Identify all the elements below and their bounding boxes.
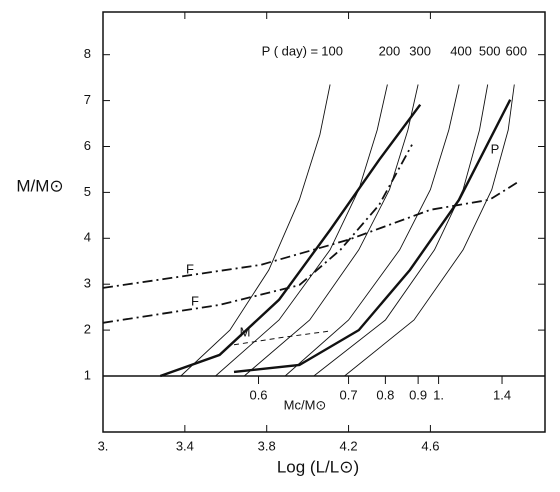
y-tick-label: 1 [84, 367, 91, 382]
y-tick-label: 8 [84, 46, 91, 61]
period-label: 300 [409, 43, 431, 58]
period-prefix: P ( day) = [262, 43, 318, 58]
x-tick-label: 3.4 [176, 438, 194, 453]
series-line [313, 84, 489, 377]
period-label: 600 [505, 43, 527, 58]
core-mass-label: 0.9 [409, 387, 427, 402]
series-line [284, 84, 460, 377]
y-tick-label: 5 [84, 184, 91, 199]
y-tick-label: 7 [84, 92, 91, 107]
series-line [233, 330, 331, 346]
y-tick-label: 6 [84, 138, 91, 153]
series-line [344, 84, 515, 377]
y-tick-label: 4 [84, 230, 91, 245]
period-label: 500 [479, 43, 501, 58]
core-mass-label: 0.8 [376, 387, 394, 402]
x-tick-label: 4.2 [340, 438, 358, 453]
series-line [215, 84, 388, 377]
period-label: 100 [321, 43, 343, 58]
curve-label: F [186, 261, 194, 276]
series-line [180, 84, 331, 377]
curve-label: P [491, 141, 500, 156]
plot-frame [102, 11, 546, 433]
core-mass-label: 1.4 [493, 387, 511, 402]
series-line [102, 181, 519, 289]
core-mass-label: 1. [433, 387, 444, 402]
x-tick-label: 3. [98, 438, 109, 453]
y-tick-label: 2 [84, 322, 91, 337]
y-axis-label: M/M⊙ [16, 176, 63, 195]
core-mass-axis-label: Mc/M⊙ [284, 397, 327, 412]
series-line [102, 144, 413, 324]
curve-label: F [191, 293, 199, 308]
core-mass-label: 0.6 [249, 387, 267, 402]
series-line [159, 103, 422, 378]
period-label: 400 [450, 43, 472, 58]
curve-label: M [240, 324, 251, 339]
series-line [233, 99, 512, 374]
y-tick-label: 3 [84, 276, 91, 291]
period-label: 200 [379, 43, 401, 58]
x-tick-label: 3.8 [258, 438, 276, 453]
x-tick-label: 4.6 [421, 438, 439, 453]
x-axis-label: Log (L/L⊙) [277, 457, 359, 476]
core-mass-label: 0.7 [340, 387, 358, 402]
series-line [243, 84, 419, 377]
